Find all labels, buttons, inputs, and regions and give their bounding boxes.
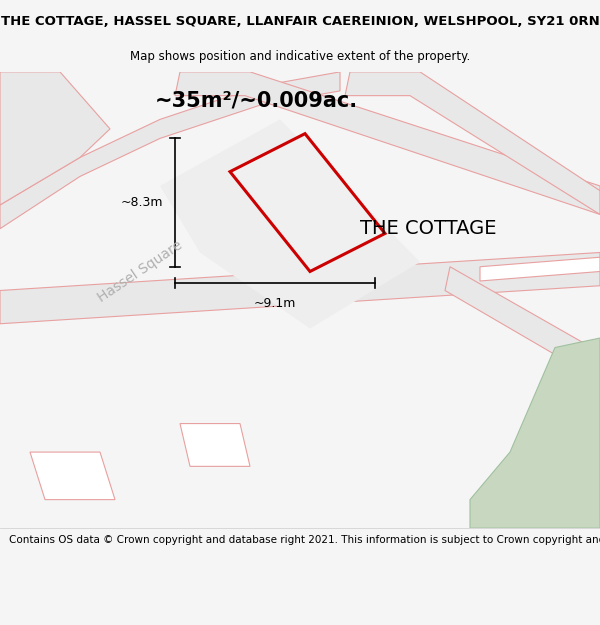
Polygon shape: [175, 72, 600, 214]
Text: THE COTTAGE: THE COTTAGE: [360, 219, 497, 238]
Polygon shape: [0, 253, 600, 324]
Polygon shape: [180, 424, 250, 466]
Polygon shape: [480, 258, 600, 281]
Text: Hassel Square: Hassel Square: [95, 238, 185, 305]
Polygon shape: [30, 452, 115, 499]
Text: ~9.1m: ~9.1m: [254, 297, 296, 310]
Polygon shape: [445, 267, 600, 381]
Polygon shape: [345, 72, 600, 214]
Polygon shape: [0, 72, 110, 205]
Polygon shape: [0, 72, 340, 229]
Polygon shape: [470, 338, 600, 528]
Text: Map shows position and indicative extent of the property.: Map shows position and indicative extent…: [130, 49, 470, 62]
Text: ~35m²/~0.009ac.: ~35m²/~0.009ac.: [155, 91, 358, 111]
Polygon shape: [160, 119, 420, 329]
Polygon shape: [230, 134, 385, 271]
Text: ~8.3m: ~8.3m: [121, 196, 163, 209]
Text: THE COTTAGE, HASSEL SQUARE, LLANFAIR CAEREINION, WELSHPOOL, SY21 0RN: THE COTTAGE, HASSEL SQUARE, LLANFAIR CAE…: [1, 15, 599, 28]
Text: Contains OS data © Crown copyright and database right 2021. This information is : Contains OS data © Crown copyright and d…: [9, 535, 600, 545]
